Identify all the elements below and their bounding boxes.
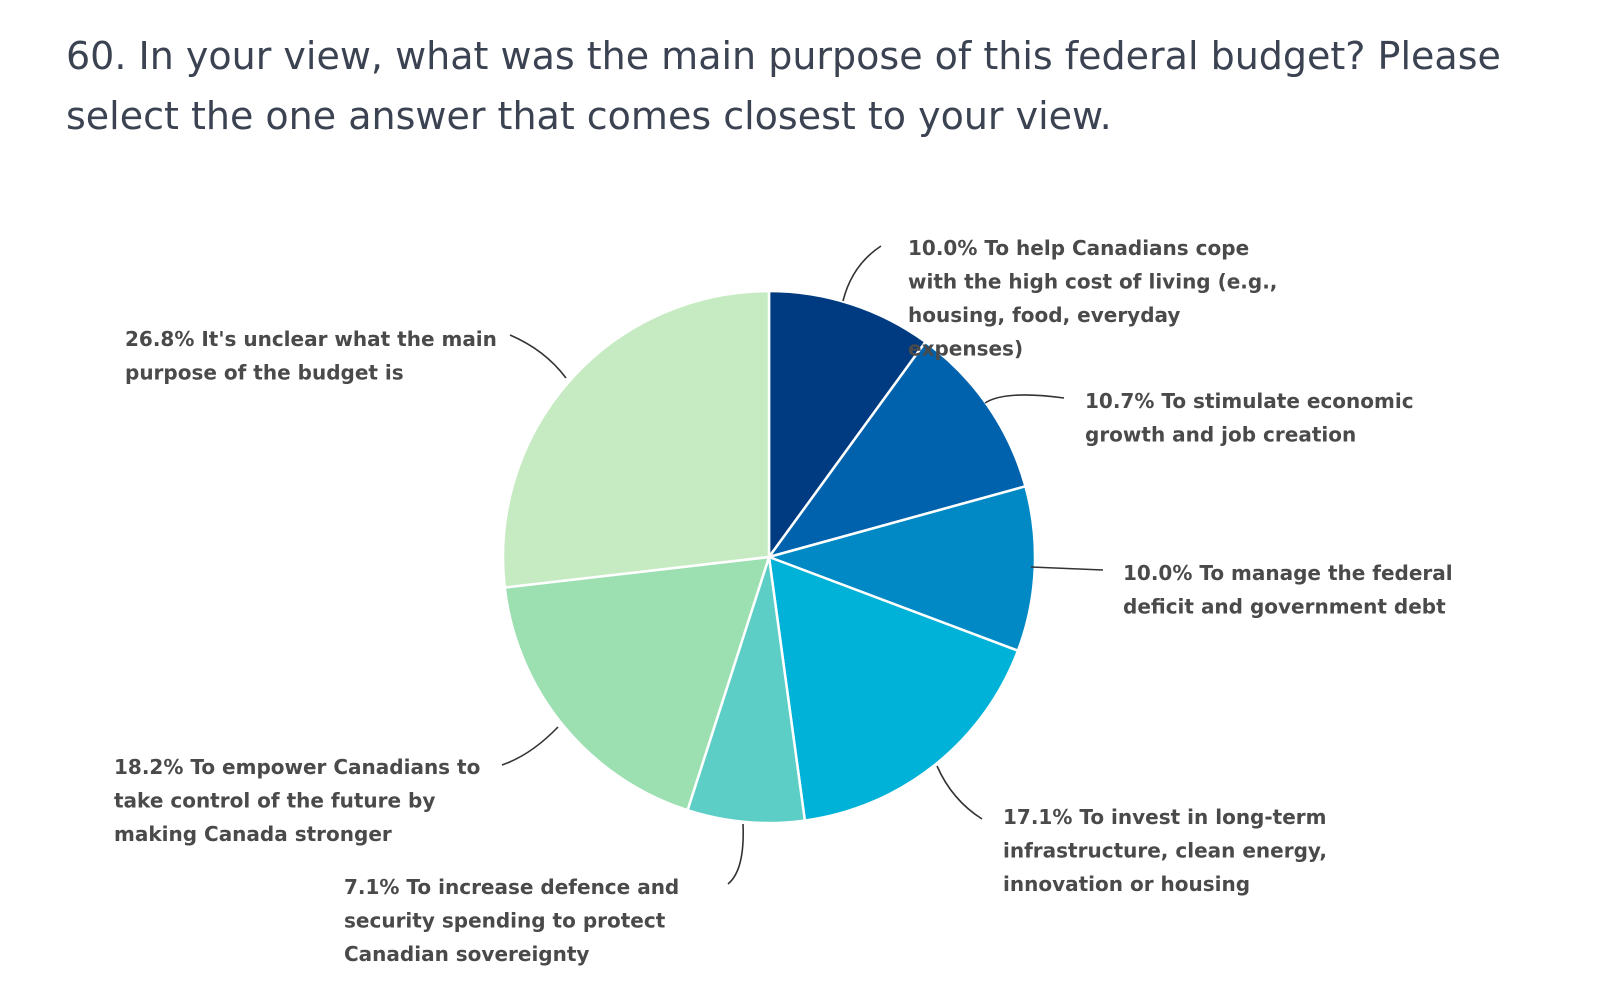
- slice-label-7-line-2: purpose of the budget is: [125, 361, 404, 385]
- slice-label-1-line-2: with the high cost of living (e.g.,: [908, 270, 1277, 294]
- slice-label-1: 10.0% To help Canadians cope with the hig…: [908, 236, 1277, 361]
- pie-labels: 10.0% To help Canadians cope with the hig…: [114, 236, 1453, 966]
- leader-line-5: [727, 823, 745, 885]
- chart-title: 60. In your view, what was the main purp…: [66, 34, 1501, 138]
- slice-label-5-line-3: Canadian sovereignty: [344, 942, 589, 966]
- slice-label-4: 17.1% To invest in long-term infrastructu…: [1003, 805, 1327, 896]
- slice-label-2: 10.7% To stimulate economic growth and jo…: [1085, 389, 1414, 447]
- slice-label-1-line-1: 10.0% To help Canadians cope: [908, 236, 1249, 260]
- slice-label-5: 7.1% To increase defence and security spe…: [344, 875, 679, 966]
- pie-slices: [501, 289, 1037, 825]
- pie-slice-4: [767, 555, 1020, 822]
- slice-label-6-line-2: take control of the future by: [114, 789, 435, 813]
- slice-label-6-line-1: 18.2% To empower Canadians to: [114, 755, 480, 779]
- slice-label-4-line-3: innovation or housing: [1003, 872, 1250, 896]
- pie-slice-6: [503, 555, 771, 812]
- slice-label-1-line-3: housing, food, everyday: [908, 303, 1180, 327]
- leader-line-4: [936, 765, 983, 820]
- leader-line-3: [1030, 566, 1104, 571]
- leader-line-6: [501, 726, 559, 766]
- pie-slice-3: [767, 485, 1037, 652]
- slice-label-7: 26.8% It's unclear what the main purpose …: [125, 327, 497, 385]
- slice-label-1-line-4: expenses): [908, 337, 1023, 361]
- slice-label-3: 10.0% To manage the federal deficit and g…: [1123, 561, 1453, 619]
- pie-slice-5: [686, 555, 807, 825]
- slice-label-6-line-3: making Canada stronger: [114, 822, 392, 846]
- slice-label-2-line-1: 10.7% To stimulate economic: [1085, 389, 1414, 413]
- slice-label-5-line-2: security spending to protect: [344, 909, 666, 933]
- leader-line-7: [509, 334, 567, 379]
- slice-label-3-line-2: deficit and government debt: [1123, 595, 1446, 619]
- leader-line-1: [842, 245, 882, 302]
- slice-label-4-line-1: 17.1% To invest in long-term: [1003, 805, 1327, 829]
- slice-label-7-line-1: 26.8% It's unclear what the main: [125, 327, 497, 351]
- pie-leader-lines: [501, 245, 1104, 885]
- pie-slice-7: [501, 289, 771, 589]
- slice-label-6: 18.2% To empower Canadians to take contro…: [114, 755, 480, 846]
- leader-line-2: [984, 394, 1065, 404]
- pie-slice-1: [767, 289, 927, 559]
- slice-label-4-line-2: infrastructure, clean energy,: [1003, 839, 1327, 863]
- slice-label-2-line-2: growth and job creation: [1085, 423, 1356, 447]
- slice-label-5-line-1: 7.1% To increase defence and: [344, 875, 679, 899]
- slice-label-3-line-1: 10.0% To manage the federal: [1123, 561, 1453, 585]
